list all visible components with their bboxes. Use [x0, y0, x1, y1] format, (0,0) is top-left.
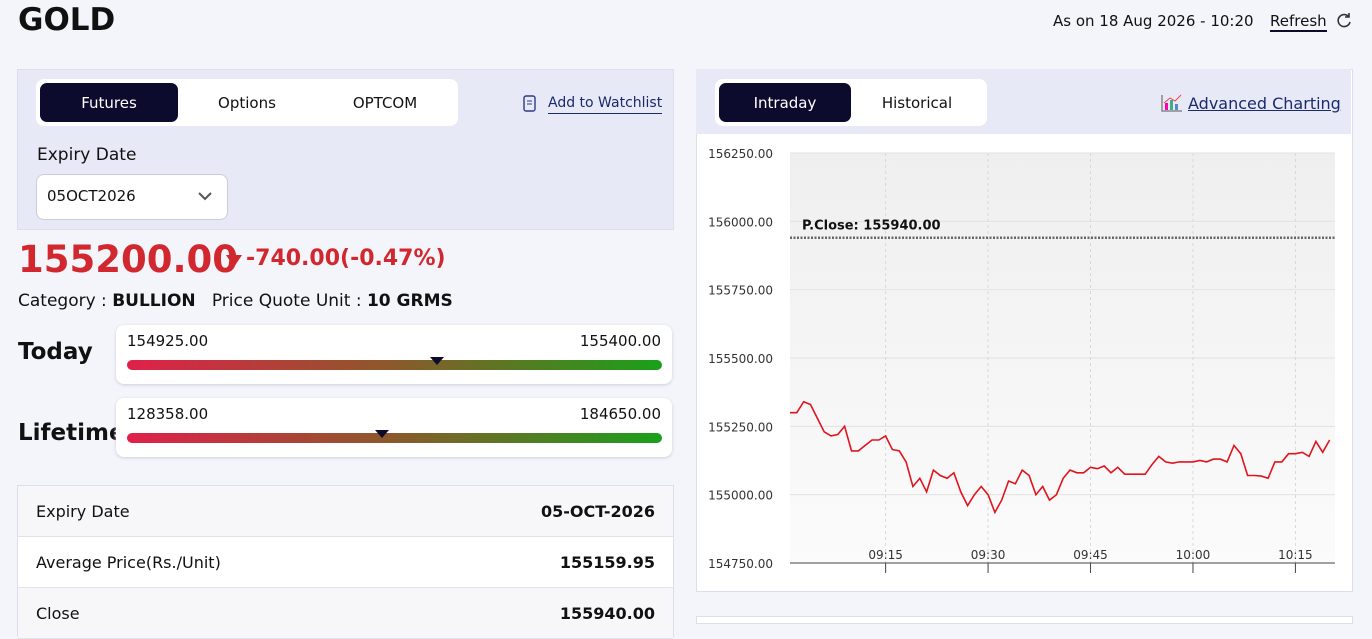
next-card	[696, 616, 1353, 624]
as-of: As on 18 Aug 2026 - 10:20	[1053, 12, 1254, 30]
range-high: 184650.00	[579, 405, 661, 423]
reference-label: P.Close: 155940.00	[802, 219, 941, 234]
range-marker	[429, 357, 444, 365]
row-label: Expiry Date	[36, 501, 130, 521]
range-low: 128358.00	[127, 405, 209, 423]
expiry-select[interactable]: 05OCT2026	[36, 174, 228, 220]
y-tick-label: 156250.00	[708, 147, 773, 161]
chevron	[198, 192, 212, 201]
expiry-value: 05OCT2026	[47, 187, 136, 205]
row-label: Close	[36, 603, 80, 623]
category: BULLION	[112, 291, 196, 311]
category-label: Category :	[18, 291, 107, 311]
unit-label: Price Quote Unit :	[211, 291, 362, 311]
y-tick-label: 156000.00	[708, 215, 773, 229]
x-tick-label: 09:30	[971, 548, 1006, 562]
tab[interactable]: Futures	[40, 83, 178, 122]
range-label: Lifetime	[18, 420, 125, 446]
range-bar	[127, 433, 662, 443]
range-box: 128358.00 184650.00	[116, 398, 672, 457]
y-tick-label: 154750.00	[708, 557, 773, 571]
x-tick-label: 09:45	[1073, 548, 1108, 562]
down-arrow	[226, 255, 242, 267]
price-change: -740.00(-0.47%)	[246, 246, 446, 271]
range-label: Today	[18, 339, 93, 365]
unit: 10 GRMS	[366, 291, 453, 311]
refresh-icon[interactable]	[1335, 11, 1353, 29]
range-low: 154925.00	[127, 332, 209, 350]
row-label: Average Price(Rs./Unit)	[36, 552, 221, 572]
y-tick-label: 155250.00	[708, 420, 773, 434]
details-table: Expiry Date 05-OCT-2026 Average Price(Rs./…	[17, 485, 674, 639]
x-tick-label: 09:15	[868, 548, 903, 562]
range-bar	[127, 360, 662, 370]
row-value: 155159.95	[559, 552, 655, 572]
tab[interactable]: OPTCOM	[352, 93, 418, 112]
price: 155200.00	[18, 238, 239, 281]
table-row: Expiry Date 05-OCT-2026	[18, 486, 673, 537]
x-tick-label: 10:15	[1278, 548, 1313, 562]
x-tick-label: 10:00	[1176, 548, 1211, 562]
refresh[interactable]: Refresh	[1270, 12, 1327, 32]
range-marker	[375, 430, 390, 438]
y-tick-label: 155750.00	[708, 284, 773, 298]
range-high: 155400.00	[579, 332, 661, 350]
y-tick-label: 155000.00	[708, 489, 773, 503]
tab[interactable]: Historical	[881, 93, 953, 112]
tab[interactable]: Intraday	[719, 83, 851, 122]
add-watchlist[interactable]: Add to Watchlist	[548, 95, 663, 114]
row-value: 155940.00	[559, 603, 655, 623]
charting-icon[interactable]	[1160, 93, 1184, 113]
watchlist-icon[interactable]	[522, 95, 538, 113]
chart-tab-bar: Intraday Historical	[715, 79, 987, 126]
page: GOLD As on 18 Aug 2026 - 10:20 Refresh F…	[17, 2, 1353, 639]
table-row: Average Price(Rs./Unit) 155159.95	[18, 537, 673, 588]
expiry-label: Expiry Date	[37, 145, 137, 165]
price-line	[790, 400, 1331, 515]
y-tick-label: 155500.00	[708, 352, 773, 366]
title: GOLD	[18, 2, 116, 38]
category-line: Category : BULLION Price Quote Unit : 10…	[18, 291, 453, 311]
row-value: 05-OCT-2026	[541, 501, 655, 521]
table-row: Close 155940.00	[18, 588, 673, 639]
tab-bar: Futures Options OPTCOM	[36, 79, 458, 126]
range-box: 154925.00 155400.00	[116, 325, 672, 384]
advanced-charting[interactable]: Advanced Charting	[1188, 94, 1341, 113]
intraday-chart: 154750.00 155000.00 155250.00 155500.00 1557…	[708, 147, 1335, 573]
tab[interactable]: Options	[218, 93, 276, 112]
